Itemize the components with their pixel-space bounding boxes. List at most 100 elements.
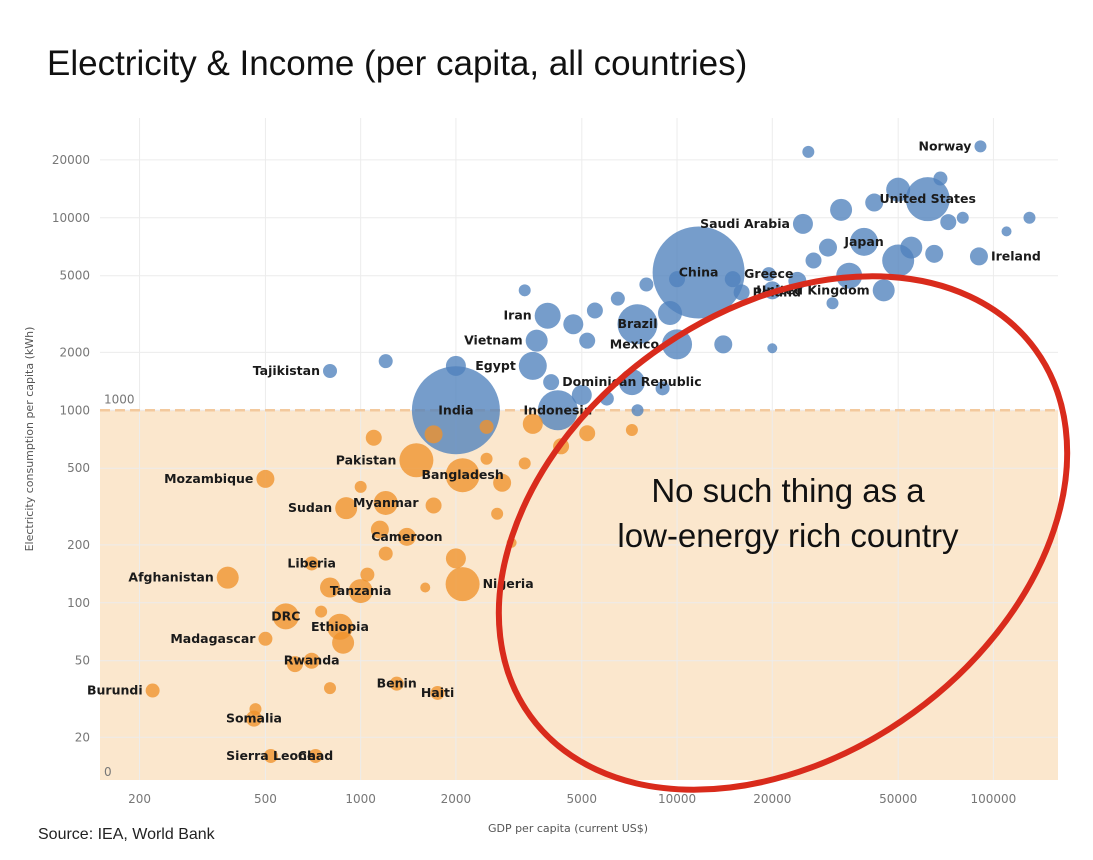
bubble — [378, 354, 393, 369]
bubble-rwanda — [303, 652, 320, 669]
y-tick-label: 1000 — [59, 403, 90, 417]
x-tick-label: 50000 — [879, 792, 917, 806]
bubble — [925, 244, 944, 263]
bubble — [657, 301, 682, 326]
country-label: Sudan — [288, 500, 332, 515]
bubble-liberia — [304, 556, 319, 571]
bubble-saudi-arabia — [792, 213, 813, 234]
bubble — [315, 605, 328, 618]
callout-line-1: No such thing as a — [651, 472, 925, 509]
bubble — [802, 145, 815, 158]
bubble — [830, 198, 853, 221]
bubble — [1023, 211, 1036, 224]
bubble-nigeria — [445, 567, 480, 602]
country-label: Nigeria — [483, 576, 534, 591]
bubble — [249, 703, 262, 716]
bubble-pakistan — [399, 443, 434, 478]
country-label: Haiti — [421, 685, 454, 700]
country-label: Madagascar — [170, 631, 256, 646]
bubble-tanzania — [348, 579, 373, 604]
country-label: Somalia — [226, 711, 282, 726]
country-label: Sierra Leone — [226, 748, 315, 763]
bubble-bangladesh — [445, 458, 480, 493]
bubble — [324, 682, 337, 695]
bubble-poland — [733, 284, 750, 301]
country-label: Vietnam — [464, 333, 523, 348]
bubble-mexico — [662, 329, 693, 360]
bubble-brazil — [617, 304, 658, 345]
country-label: Japan — [843, 234, 883, 249]
y-tick-label: 20000 — [52, 153, 90, 167]
country-label: DRC — [271, 608, 300, 623]
x-tick-label: 2000 — [441, 792, 472, 806]
country-label: China — [679, 264, 719, 279]
y-axis-title: Electricity consumption per capita (kWh) — [23, 327, 36, 552]
bubble-afghanistan — [216, 566, 239, 589]
bubble — [639, 277, 654, 292]
y-tick-label: 20 — [75, 730, 90, 744]
bubble-egypt — [518, 351, 547, 380]
bubble — [631, 404, 644, 417]
bubble — [360, 567, 375, 582]
bubble — [424, 425, 443, 444]
bubble — [865, 193, 884, 212]
bubble-somalia — [245, 710, 262, 727]
x-tick-label: 5000 — [567, 792, 598, 806]
bubble-madagascar — [258, 631, 273, 646]
bubble — [378, 546, 393, 561]
source-note: Source: IEA, World Bank — [38, 826, 215, 843]
bubble — [543, 374, 560, 391]
bubble-greece — [761, 267, 776, 282]
bubble-united-states — [905, 177, 950, 222]
bubble — [767, 343, 778, 354]
bubble — [563, 314, 584, 335]
bubble — [724, 271, 741, 288]
x-tick-label: 100000 — [971, 792, 1017, 806]
bubble — [655, 381, 670, 396]
bubble — [491, 507, 504, 520]
bubble-tajikistan — [323, 363, 338, 378]
country-label: Indonesia — [524, 402, 593, 417]
x-tick-label: 20000 — [753, 792, 791, 806]
y-tick-label: 5000 — [59, 269, 90, 283]
bubble — [493, 473, 512, 492]
bubble — [320, 577, 341, 598]
bubble — [445, 548, 466, 569]
country-label: Tajikistan — [253, 363, 320, 378]
country-label: Mexico — [610, 336, 660, 351]
country-label: Tanzania — [330, 583, 392, 598]
bubble-haiti — [430, 685, 445, 700]
bubble — [425, 497, 442, 514]
country-label: Greece — [744, 266, 793, 281]
country-label: Pakistan — [336, 452, 397, 467]
bubble — [805, 252, 822, 269]
chart-title: Electricity & Income (per capita, all co… — [47, 44, 748, 83]
callout-line-2: low-energy rich country — [617, 517, 959, 554]
y-tick-label: 50 — [75, 654, 90, 668]
callout-ellipse — [495, 273, 1071, 793]
country-label: Ireland — [991, 248, 1041, 263]
y-tick-label: 500 — [67, 461, 90, 475]
country-label: Benin — [377, 676, 417, 691]
y-tick-label: 10000 — [52, 211, 90, 225]
bubble-ireland — [969, 247, 988, 266]
bubble-norway — [974, 140, 987, 153]
country-label: Brazil — [618, 316, 658, 331]
bubble — [445, 355, 466, 376]
x-axis-ticks: 200 500 1000 2000 5000 10000 20000 50000 100000 — [128, 792, 1016, 806]
bubble — [571, 385, 592, 406]
bubble-drc — [272, 603, 299, 630]
country-label: Cameroon — [371, 529, 442, 544]
bubble — [479, 419, 494, 434]
bubble — [579, 332, 596, 349]
bubble-iran — [534, 302, 561, 329]
bubble-burundi — [145, 683, 160, 698]
country-label: Mozambique — [164, 471, 253, 486]
bubble — [610, 291, 625, 306]
bubble — [933, 171, 948, 186]
bubble — [518, 284, 531, 297]
threshold-label: 1000 — [104, 392, 135, 406]
bubble — [370, 520, 389, 539]
bubble-china — [652, 226, 745, 319]
